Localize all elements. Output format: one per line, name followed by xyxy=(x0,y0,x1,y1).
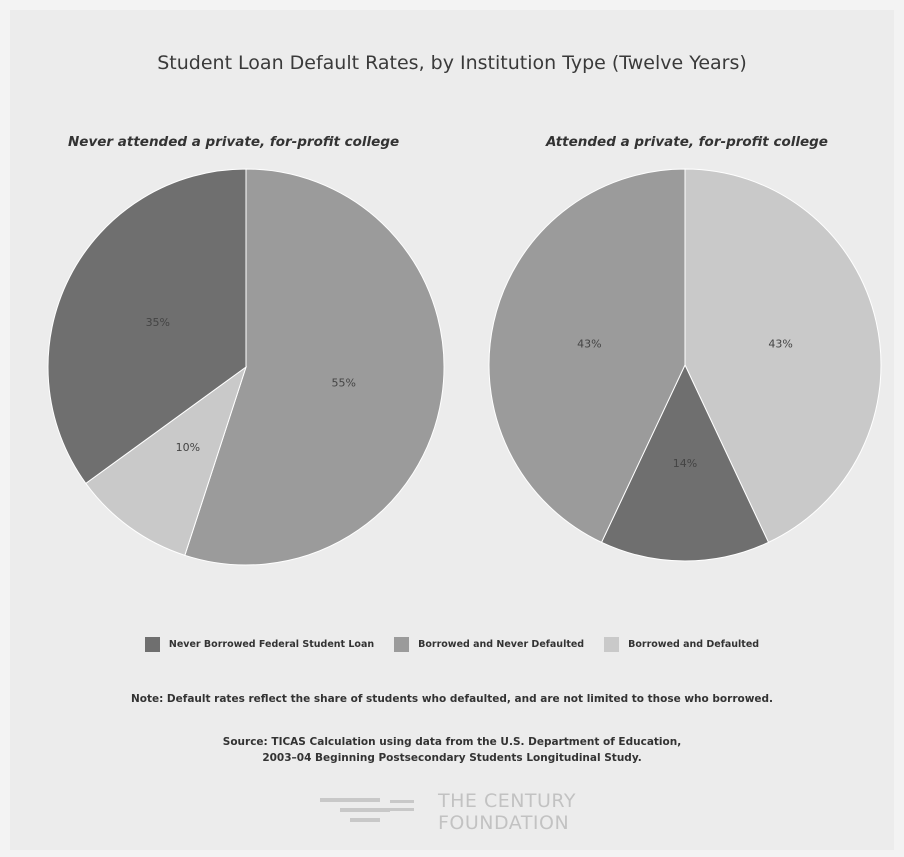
chart-note: Note: Default rates reflect the share of… xyxy=(130,693,774,705)
chart-source: Source: TICAS Calculation using data fro… xyxy=(0,734,904,766)
legend-label: Borrowed and Never Defaulted xyxy=(418,639,585,650)
slice-label: 14% xyxy=(673,457,697,470)
logo-line-2: FOUNDATION xyxy=(438,812,570,834)
pie-slice xyxy=(47,168,247,485)
logo-text: THE CENTURY FOUNDATION xyxy=(438,790,576,834)
source-line-2: 2003–04 Beginning Postsecondary Students… xyxy=(262,752,642,764)
pie-right: 43% 14% 43% xyxy=(488,168,882,562)
pie-slice xyxy=(184,168,445,566)
legend-item-never-defaulted: Borrowed and Never Defaulted xyxy=(394,637,584,652)
legend-swatch xyxy=(604,637,620,652)
foundation-logo: THE CENTURY FOUNDATION xyxy=(320,790,620,840)
logo-line-1: THE CENTURY xyxy=(438,790,577,812)
legend-swatch xyxy=(394,637,410,652)
pie-charts: 55% 10% 35% 43% 14% 43% xyxy=(47,168,882,566)
pie-slice xyxy=(600,363,770,562)
legend-label: Never Borrowed Federal Student Loan xyxy=(168,639,375,650)
logo-mark-icon xyxy=(320,798,414,822)
pie-slice xyxy=(684,168,882,544)
pie-slice xyxy=(85,365,247,556)
slice-label: 43% xyxy=(768,338,792,351)
legend-label: Borrowed and Defaulted xyxy=(628,639,760,650)
chart-title: Student Loan Default Rates, by Instituti… xyxy=(157,52,747,74)
slice-label: 10% xyxy=(176,441,200,454)
legend-swatch xyxy=(144,637,160,652)
chart-legend: Never Borrowed Federal Student Loan Borr… xyxy=(0,637,904,652)
pie-left: 55% 10% 35% xyxy=(47,168,445,566)
pie-slice xyxy=(488,168,686,544)
slice-label: 43% xyxy=(577,338,601,351)
slice-label: 35% xyxy=(146,316,170,329)
legend-item-defaulted: Borrowed and Defaulted xyxy=(604,637,759,652)
source-line-1: Source: TICAS Calculation using data fro… xyxy=(222,736,682,748)
pie-left-subtitle: Never attended a private, for-profit col… xyxy=(68,134,400,150)
slice-label: 55% xyxy=(332,376,356,389)
pie-right-subtitle: Attended a private, for-profit college xyxy=(546,134,828,150)
legend-item-never-borrowed: Never Borrowed Federal Student Loan xyxy=(144,637,375,652)
